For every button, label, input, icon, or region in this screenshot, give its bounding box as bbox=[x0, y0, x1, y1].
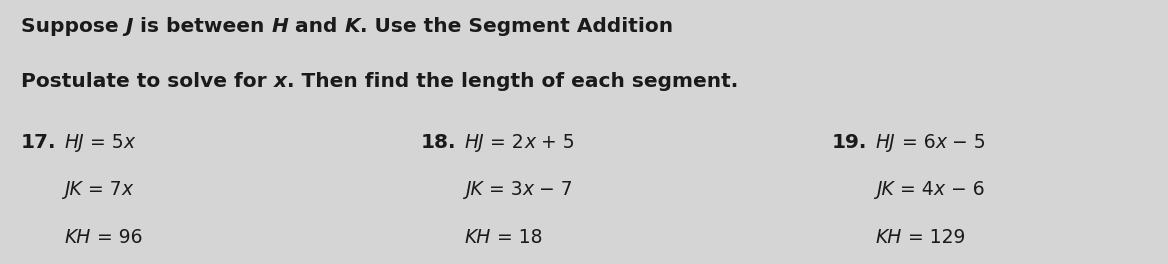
Text: . Then find the length of each segment.: . Then find the length of each segment. bbox=[286, 72, 738, 91]
Text: KH: KH bbox=[465, 228, 492, 247]
Text: JK: JK bbox=[876, 180, 894, 199]
Text: HJ: HJ bbox=[465, 133, 485, 152]
Text: Postulate to solve for: Postulate to solve for bbox=[21, 72, 273, 91]
Text: = 96: = 96 bbox=[91, 228, 142, 247]
Text: KH: KH bbox=[876, 228, 903, 247]
Text: x: x bbox=[273, 72, 286, 91]
Text: − 6: − 6 bbox=[945, 180, 985, 199]
Text: = 18: = 18 bbox=[492, 228, 543, 247]
Text: H: H bbox=[271, 17, 288, 36]
Text: x: x bbox=[524, 133, 535, 152]
Text: HJ: HJ bbox=[64, 133, 84, 152]
Text: Suppose: Suppose bbox=[21, 17, 126, 36]
Text: − 7: − 7 bbox=[534, 180, 573, 199]
Text: K: K bbox=[345, 17, 361, 36]
Text: HJ: HJ bbox=[876, 133, 896, 152]
Text: x: x bbox=[936, 133, 946, 152]
Text: = 4: = 4 bbox=[894, 180, 933, 199]
Text: x: x bbox=[522, 180, 534, 199]
Text: 17.: 17. bbox=[21, 133, 56, 152]
Text: = 7: = 7 bbox=[82, 180, 121, 199]
Text: 18.: 18. bbox=[420, 133, 456, 152]
Text: is between: is between bbox=[133, 17, 271, 36]
Text: . Use the Segment Addition: . Use the Segment Addition bbox=[361, 17, 674, 36]
Text: x: x bbox=[933, 180, 945, 199]
Text: J: J bbox=[126, 17, 133, 36]
Text: and: and bbox=[288, 17, 345, 36]
Text: x: x bbox=[121, 180, 133, 199]
Text: = 129: = 129 bbox=[903, 228, 966, 247]
Text: = 3: = 3 bbox=[482, 180, 522, 199]
Text: + 5: + 5 bbox=[535, 133, 575, 152]
Text: KH: KH bbox=[64, 228, 91, 247]
Text: 19.: 19. bbox=[832, 133, 867, 152]
Text: = 2: = 2 bbox=[485, 133, 524, 152]
Text: JK: JK bbox=[64, 180, 82, 199]
Text: JK: JK bbox=[465, 180, 482, 199]
Text: − 5: − 5 bbox=[946, 133, 986, 152]
Text: = 5: = 5 bbox=[84, 133, 124, 152]
Text: x: x bbox=[124, 133, 134, 152]
Text: = 6: = 6 bbox=[896, 133, 936, 152]
